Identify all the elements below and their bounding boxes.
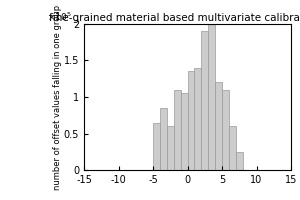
Bar [174, 90, 181, 170]
Bar [236, 152, 243, 170]
Y-axis label: number of offset values falling in one group: number of offset values falling in one g… [53, 4, 62, 190]
Bar [201, 31, 208, 170]
Bar [181, 93, 188, 170]
Bar [188, 71, 194, 170]
Bar [167, 126, 174, 170]
Title: fine-grained material based multivariate calibrations: fine-grained material based multivariate… [49, 13, 300, 23]
Bar [153, 123, 160, 170]
Bar [160, 108, 167, 170]
Bar [208, 24, 215, 170]
Bar [194, 68, 201, 170]
Bar [215, 82, 222, 170]
Text: $\times10^5$: $\times10^5$ [47, 10, 71, 23]
Bar [229, 126, 236, 170]
Bar [222, 90, 229, 170]
